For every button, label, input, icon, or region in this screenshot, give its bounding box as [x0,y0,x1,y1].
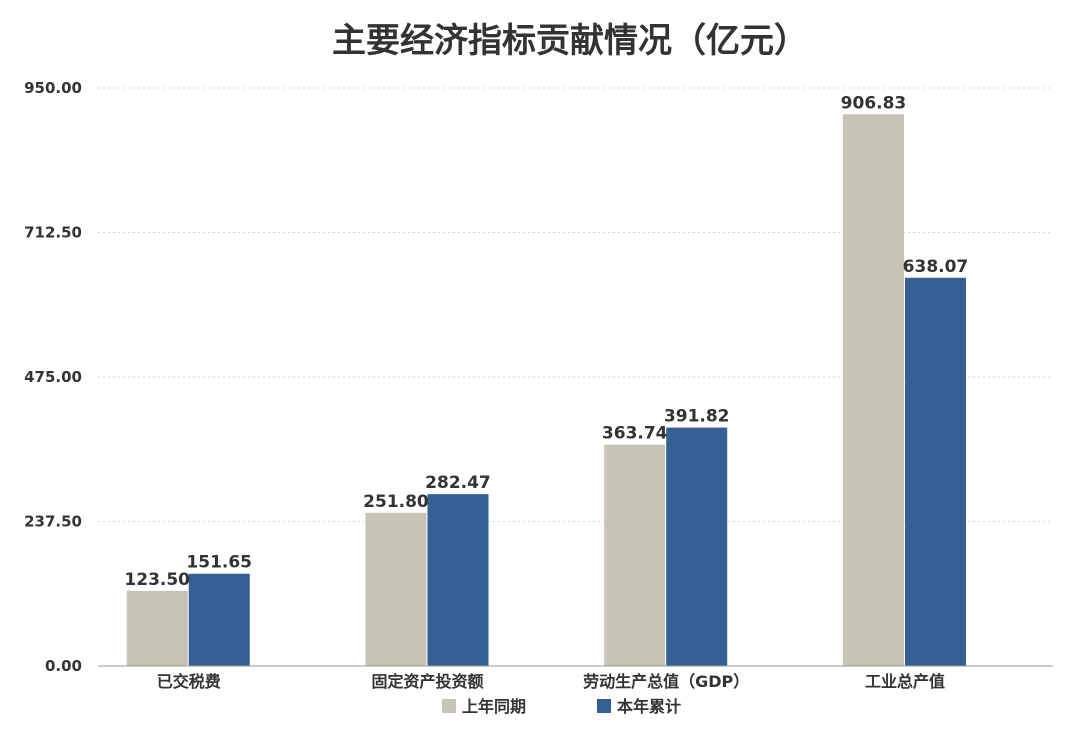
x-tick-label: 固定资产投资额 [371,672,483,691]
y-tick-label: 237.50 [24,513,82,531]
x-tick-label: 工业总产值 [865,672,945,691]
y-tick-label: 950.00 [24,79,82,97]
data-label: 391.82 [664,407,730,427]
data-label: 906.83 [841,93,907,113]
data-label: 638.07 [903,257,969,277]
data-label: 363.74 [602,424,668,444]
bar [188,573,250,666]
legend-swatch [442,699,456,713]
bar [904,277,966,666]
data-label: 251.80 [363,492,429,512]
data-label: 151.65 [186,553,252,573]
chart-title: 主要经济指标贡献情况（亿元） [332,21,808,61]
data-label: 123.50 [124,570,190,590]
bar [427,494,489,666]
y-tick-label: 712.50 [24,224,82,242]
bar [842,114,904,667]
bar [365,512,427,666]
data-label: 282.47 [425,473,491,493]
x-tick-label: 劳动生产总值（GDP） [583,672,749,691]
axes: 0.00 237.50 475.00 712.50 950.00 已交税费 固定资产投资额 劳… [24,79,1053,691]
legend-label: 本年累计 [617,697,681,716]
legend: 上年同期 本年累计 [442,697,681,716]
bars [126,114,966,667]
x-tick-label: 已交税费 [157,672,221,691]
y-tick-label: 0.00 [45,657,82,675]
bar [666,427,728,666]
y-tick-label: 475.00 [24,368,82,386]
bar [126,590,188,666]
bar [604,444,666,666]
legend-label: 上年同期 [462,697,526,716]
legend-swatch [597,699,611,713]
